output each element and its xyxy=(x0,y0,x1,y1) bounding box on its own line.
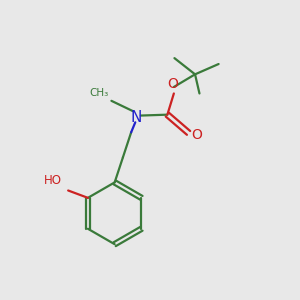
Text: CH₃: CH₃ xyxy=(90,88,109,98)
Text: O: O xyxy=(191,128,203,142)
Text: HO: HO xyxy=(44,174,62,187)
Text: O: O xyxy=(167,76,178,91)
Text: N: N xyxy=(131,110,142,124)
